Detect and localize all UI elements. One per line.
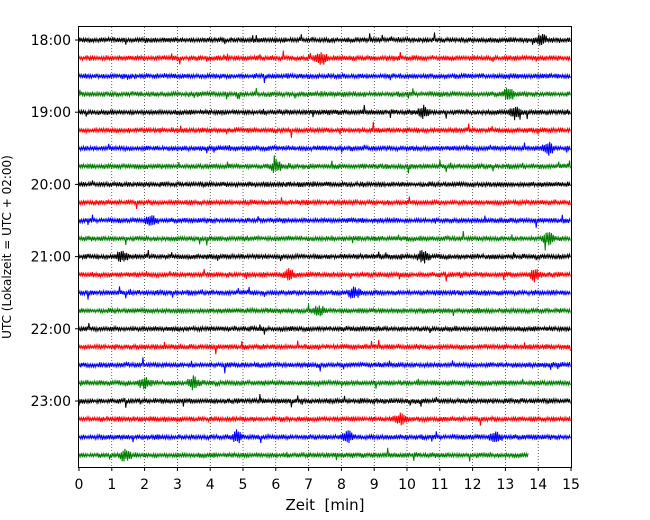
seismogram-trace — [78, 196, 571, 210]
x-tick-label: 14 — [529, 477, 547, 493]
x-tick-label: 10 — [398, 477, 416, 493]
y-tick-label: 21:00 — [31, 250, 71, 266]
seismogram-trace — [78, 121, 571, 138]
trace-layer — [78, 32, 571, 462]
y-tick-label: 23:00 — [31, 394, 71, 410]
plot-frame — [78, 26, 572, 468]
seismogram-trace — [78, 230, 571, 251]
seismogram-trace — [78, 286, 571, 300]
x-tick-label: 11 — [431, 477, 449, 493]
y-tick-label: 19:00 — [31, 105, 71, 121]
x-tick-label: 8 — [337, 477, 346, 493]
x-tick-label: 2 — [140, 477, 149, 493]
seismogram-trace — [78, 155, 571, 174]
y-ticks: 18:00 19:00 20:00 21:00 22:00 23:00 — [31, 33, 79, 410]
seismogram-trace — [78, 50, 571, 65]
x-tick-label: 12 — [464, 477, 482, 493]
seismogram-trace — [78, 357, 571, 374]
seismogram-trace — [78, 322, 571, 335]
y-axis-title: UTC (Lokalzeit = UTC + 02:00) — [0, 155, 14, 339]
y-tick-label: 20:00 — [31, 177, 71, 193]
seismogram-trace — [78, 104, 571, 121]
y-tick-label: 22:00 — [31, 322, 71, 338]
x-tick-label: 5 — [239, 477, 248, 493]
seismogram-trace — [78, 375, 571, 391]
x-tick-label: 0 — [75, 477, 84, 493]
seismogram-trace — [78, 268, 571, 283]
x-tick-label: 13 — [496, 477, 514, 493]
seismogram-trace — [78, 141, 571, 156]
x-tick-label: 15 — [562, 477, 580, 493]
seismogram-trace — [78, 339, 571, 355]
x-tick-label: 4 — [206, 477, 215, 493]
x-tick-label: 1 — [107, 477, 116, 493]
x-tick-label: 9 — [370, 477, 379, 493]
seismogram-trace — [78, 214, 571, 228]
seismogram-trace — [78, 447, 529, 462]
x-axis-title: Zeit [min] — [285, 496, 364, 514]
seismogram-trace — [78, 429, 571, 444]
seismogram-trace — [78, 393, 571, 408]
x-tick-label: 6 — [271, 477, 280, 493]
seismogram-trace — [78, 87, 571, 100]
seismogram-trace — [78, 180, 571, 189]
seismogram-trace — [78, 250, 571, 264]
y-tick-label: 18:00 — [31, 33, 71, 49]
seismogram-trace — [78, 412, 571, 426]
x-tick-label: 3 — [173, 477, 182, 493]
seismogram-trace — [78, 304, 571, 317]
seismogram-trace — [78, 32, 571, 46]
x-ticks: 0 1 2 3 4 5 6 7 8 9 10 11 12 13 14 15 — [75, 467, 580, 493]
x-tick-label: 7 — [304, 477, 313, 493]
grid-layer — [111, 27, 539, 467]
seismogram-trace — [78, 71, 571, 84]
